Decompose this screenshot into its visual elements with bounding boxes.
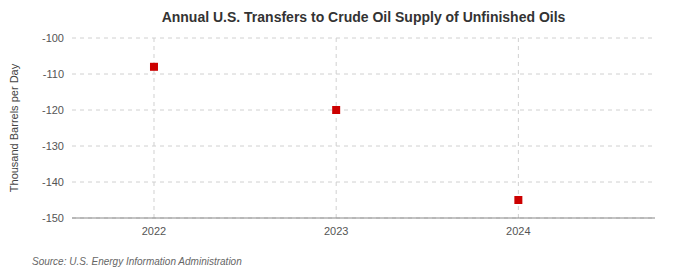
chart: -100 -110 -120 -130 -140 -150 2022 2023 2024 Annu… xyxy=(0,0,675,275)
tick-label: -150 xyxy=(42,212,64,224)
grid xyxy=(72,38,655,218)
tick-label: 2023 xyxy=(324,225,348,237)
tick-label: -120 xyxy=(42,104,64,116)
y-axis-label: Thousand Barrels per Day xyxy=(8,63,20,192)
point xyxy=(150,63,158,71)
source-note: Source: U.S. Energy Information Administ… xyxy=(32,256,242,267)
grid-line xyxy=(518,38,519,218)
grid-line xyxy=(72,218,655,219)
tick-label: -100 xyxy=(42,32,64,44)
tick-label: 2022 xyxy=(142,225,166,237)
grid-line xyxy=(72,74,655,75)
tick-label: -110 xyxy=(43,68,64,80)
points xyxy=(150,63,522,204)
plot-background xyxy=(72,38,655,218)
x-axis xyxy=(72,218,655,219)
point xyxy=(514,196,522,204)
tick-label: 2024 xyxy=(506,225,530,237)
grid-line xyxy=(72,38,655,39)
grid-line xyxy=(336,38,337,218)
title: Annual U.S. Transfers to Crude Oil Suppl… xyxy=(162,9,566,25)
tick-label: -140 xyxy=(42,176,64,188)
tick-label: -130 xyxy=(42,140,64,152)
grid-line xyxy=(72,110,655,111)
grid-line xyxy=(72,182,655,183)
point xyxy=(332,106,340,114)
grid-line xyxy=(72,146,655,147)
